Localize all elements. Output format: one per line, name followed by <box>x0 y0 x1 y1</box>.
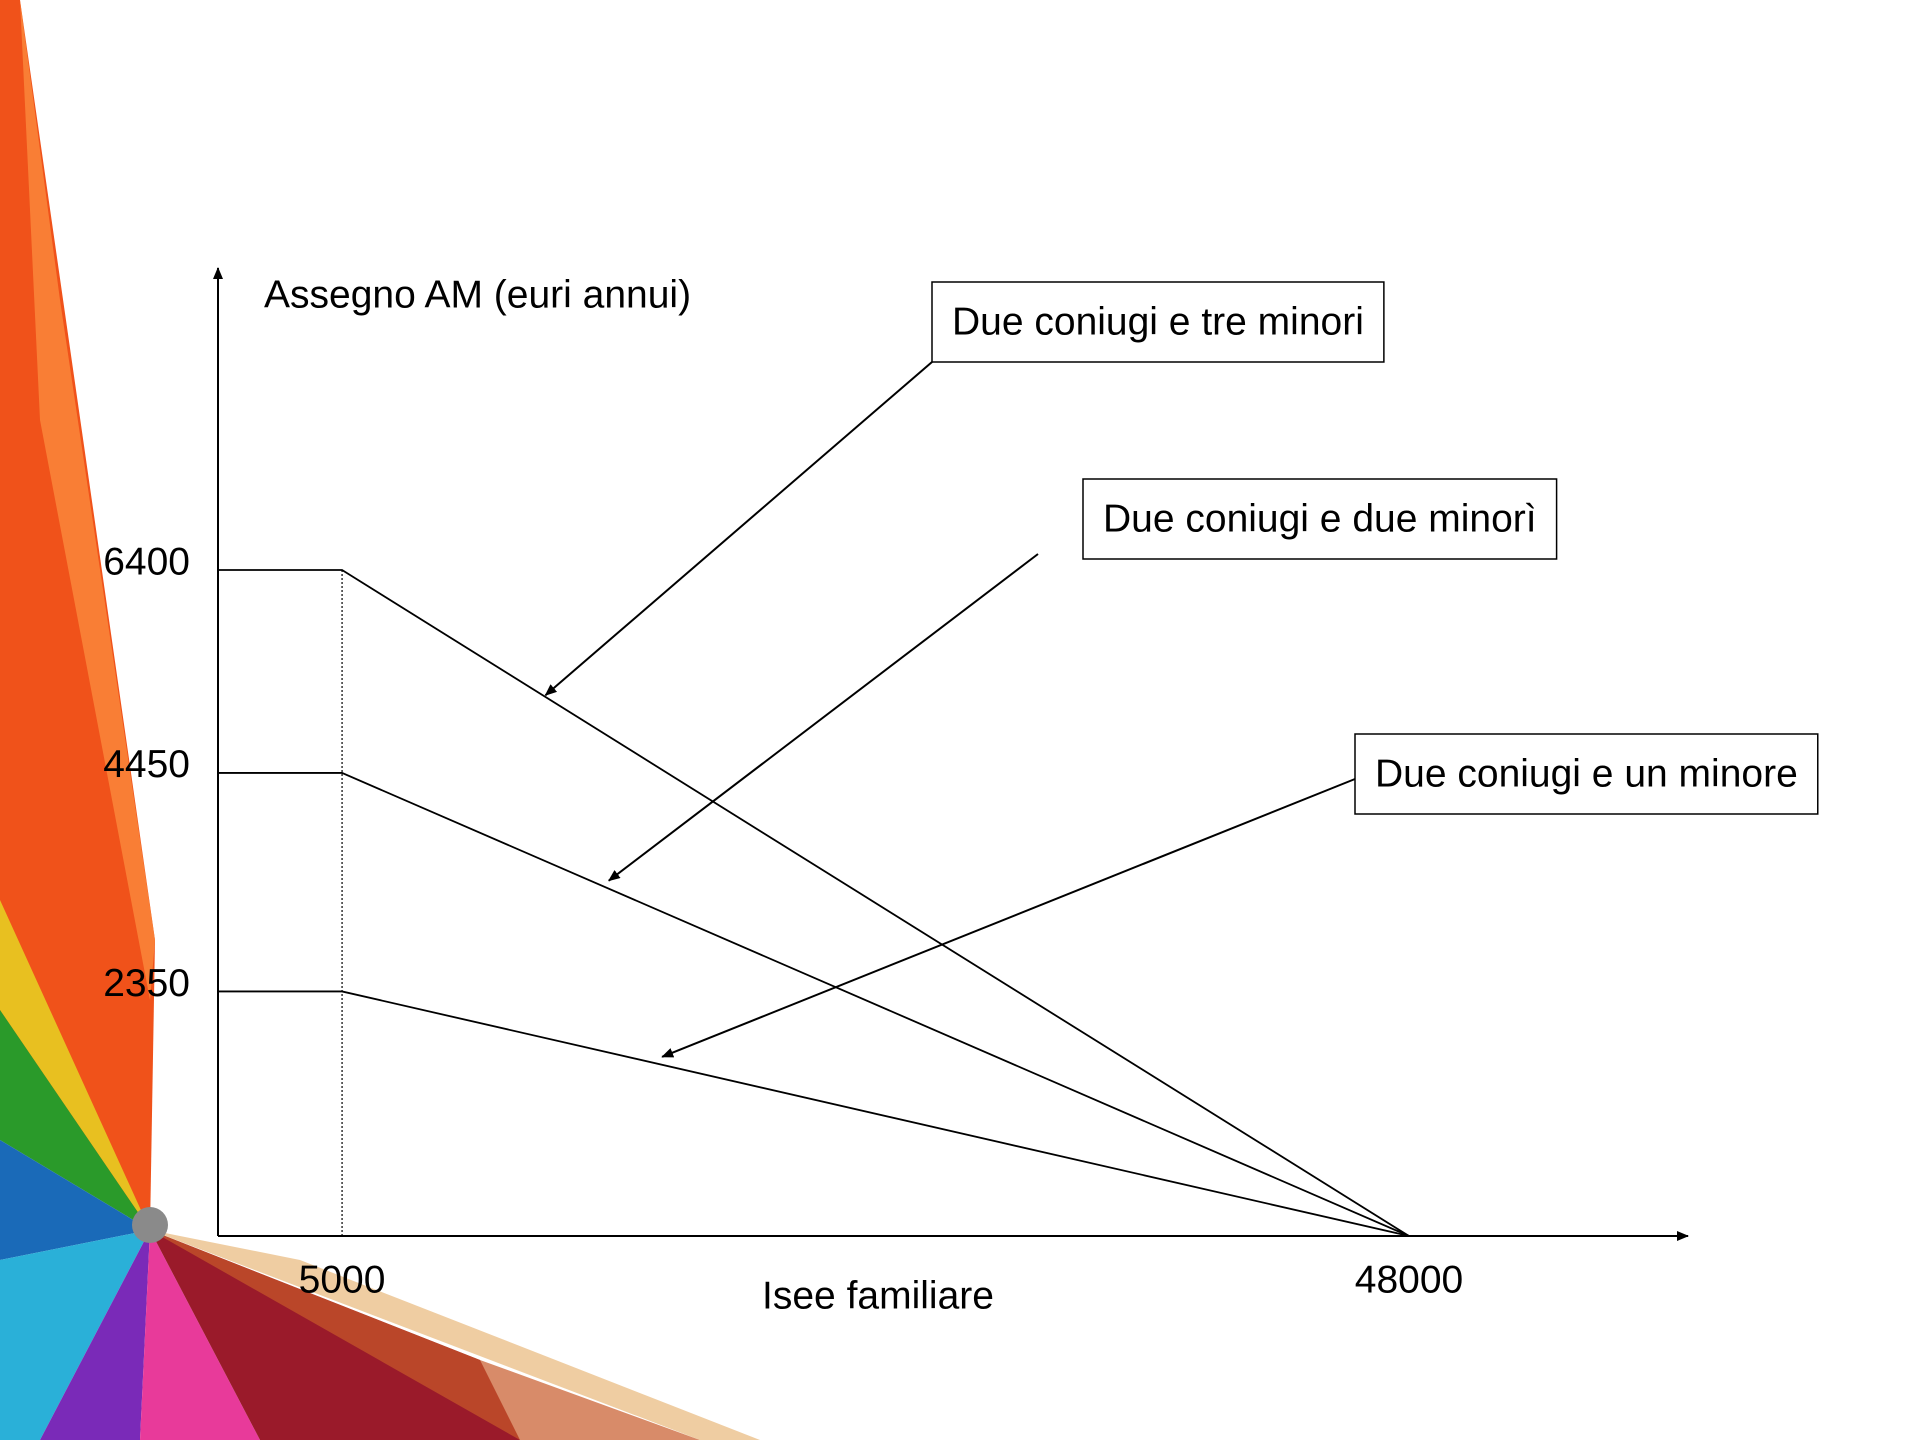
series-line <box>218 569 1410 1237</box>
y-axis-title: Assegno AM (euri annui) <box>264 273 691 316</box>
pencil-decoration <box>0 0 760 1440</box>
annotation-arrow <box>544 361 933 696</box>
y-tick-label: 6400 <box>103 540 190 583</box>
y-tick-label: 2350 <box>103 962 190 1005</box>
annotation-arrow <box>608 553 1039 882</box>
annotation-box <box>1354 733 1819 815</box>
y-tick-label: 4450 <box>103 743 190 786</box>
x-tick-label: 5000 <box>299 1258 386 1301</box>
series-line <box>218 772 1410 1237</box>
annotation-box <box>1082 478 1558 560</box>
x-axis-title: Isee familiare <box>762 1274 994 1317</box>
x-tick-label: 48000 <box>1355 1258 1463 1301</box>
annotation-box <box>931 281 1385 363</box>
annotation-label: Due coniugi e due minorì <box>1103 497 1537 540</box>
annotation-arrow <box>661 778 1356 1058</box>
series-line <box>218 990 1410 1237</box>
annotation-label: Due coniugi e un minore <box>1375 752 1798 795</box>
annotation-label: Due coniugi e tre minori <box>952 300 1364 343</box>
